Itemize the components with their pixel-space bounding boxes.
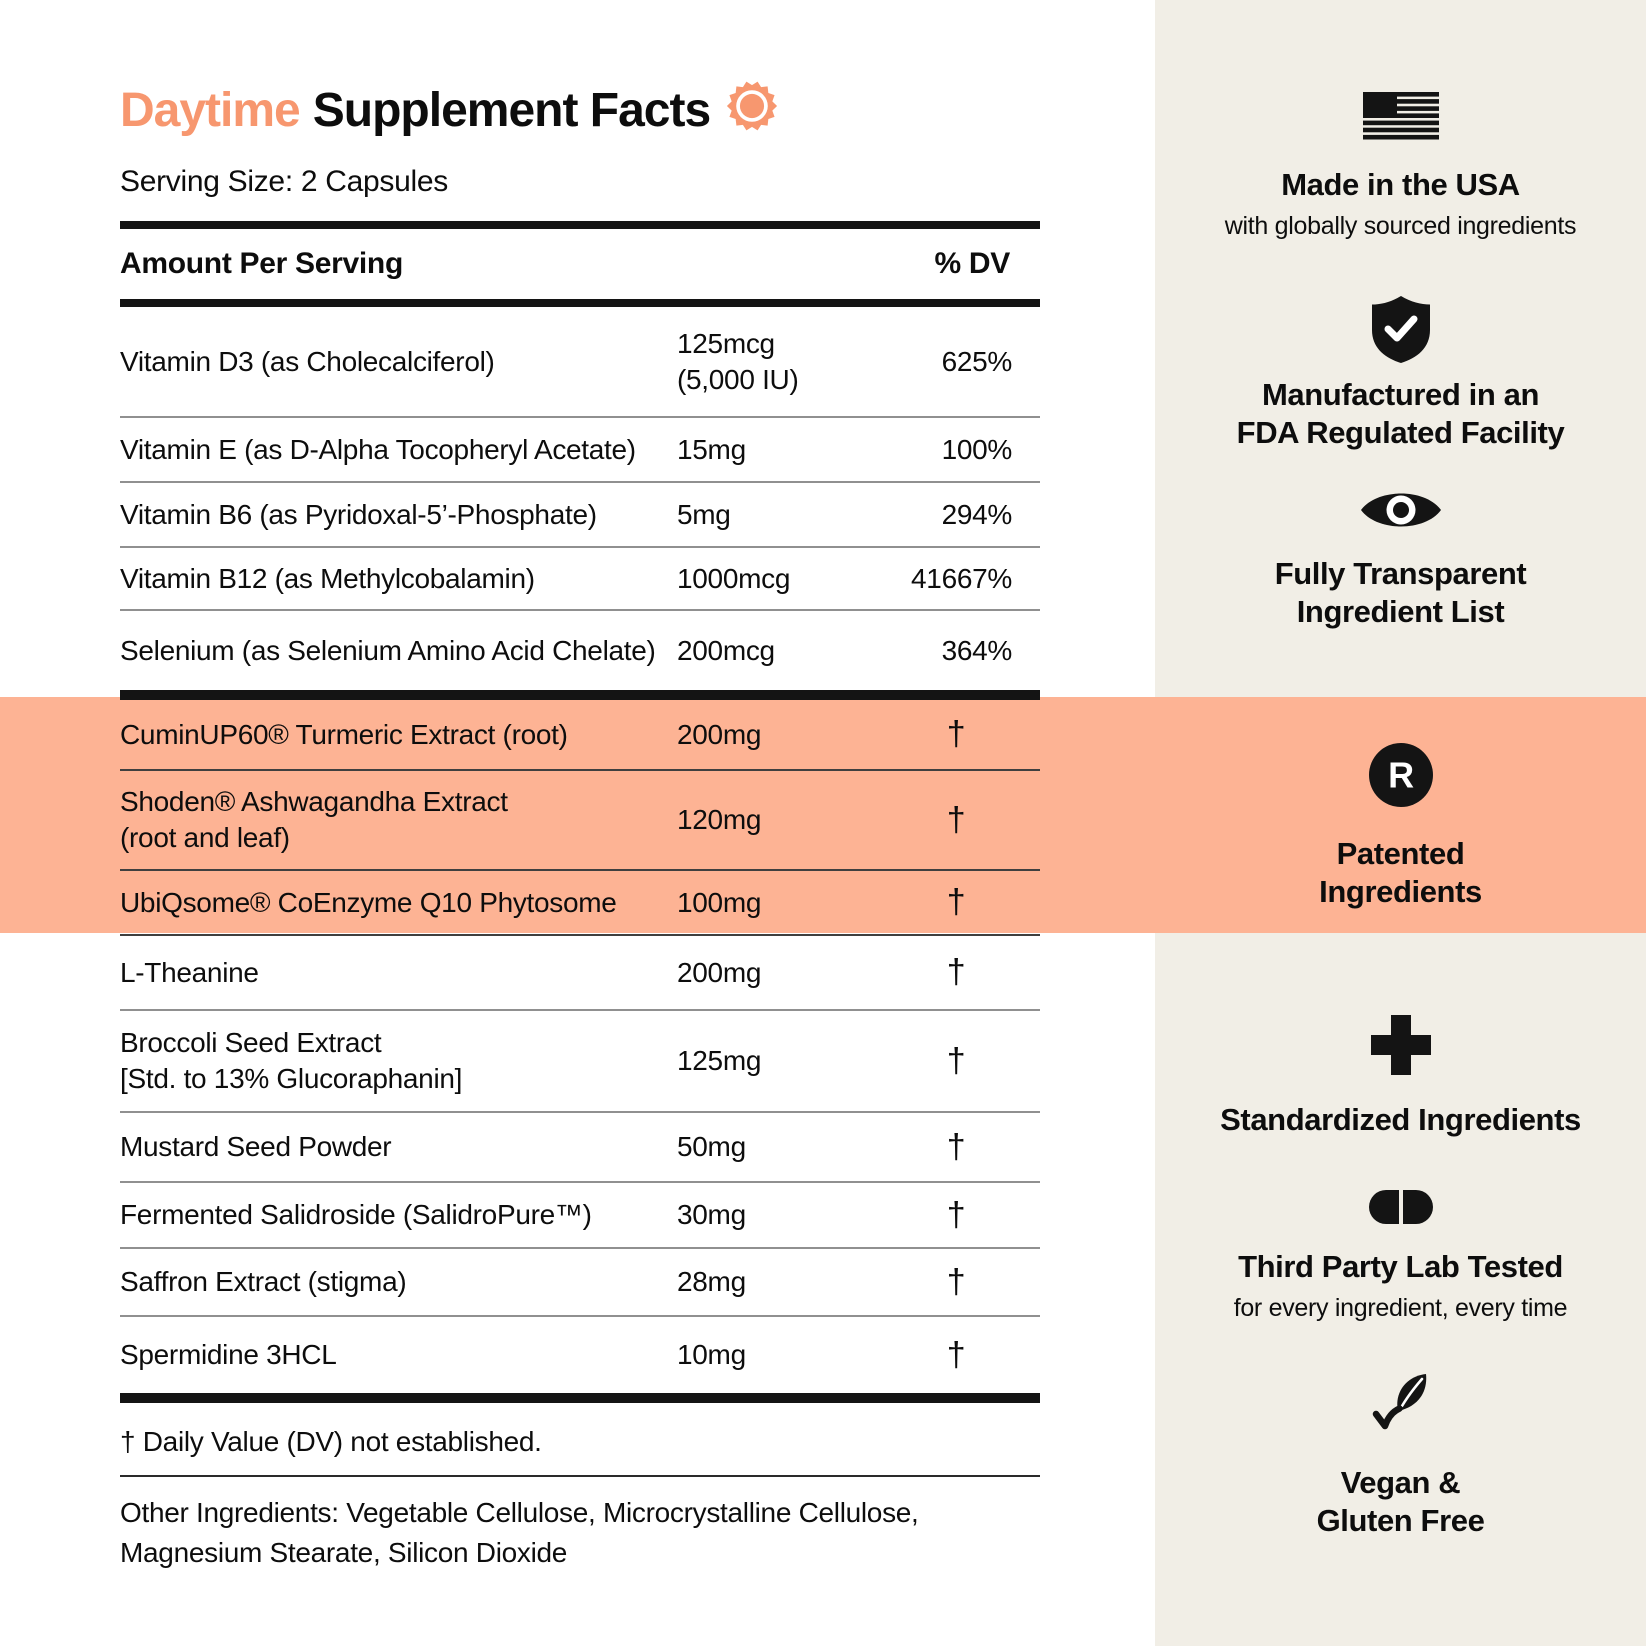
ingredient-name: Broccoli Seed Extract [Std. to 13% Gluco… bbox=[120, 1027, 463, 1094]
ingredient-amount: 200mg bbox=[677, 718, 762, 750]
ingredient-amount: 120mg bbox=[677, 804, 762, 835]
ingredient-dv: 625% bbox=[941, 345, 1013, 377]
ingredient-amount: 200mcg bbox=[677, 634, 775, 666]
dv-not-established-dagger: † bbox=[946, 1127, 966, 1166]
dv-not-established-dagger: † bbox=[946, 953, 966, 991]
patented-rows-group: CuminUP60® Turmeric Extract (root) 200mg †… bbox=[120, 700, 1040, 936]
ingredient-name: Mustard Seed Powder bbox=[120, 1131, 392, 1162]
made-in-usa-sublabel: with globally sourced ingredients bbox=[1224, 212, 1577, 240]
ingredient-name: Vitamin D3 (as Cholecalciferol) bbox=[120, 345, 495, 377]
ingredient-name: Saffron Extract (stigma) bbox=[120, 1266, 407, 1297]
ingredient-name: CuminUP60® Turmeric Extract (root) bbox=[120, 718, 568, 750]
ingredient-amount: 200mg bbox=[677, 956, 762, 988]
sun-icon bbox=[727, 81, 778, 131]
vitamin-rows-group: Vitamin D3 (as Cholecalciferol) 125mcg (5… bbox=[120, 307, 1040, 690]
shield-check-icon bbox=[1371, 296, 1430, 363]
table-bottom-rule bbox=[120, 1393, 1040, 1403]
transparent-ingredients-label: Fully Transparent Ingredient List bbox=[1274, 556, 1527, 629]
leaf-check-icon bbox=[1372, 1374, 1426, 1430]
supplement-row: L-Theanine 200mg † bbox=[120, 936, 1040, 1011]
dv-not-established-dagger: † bbox=[946, 1041, 966, 1080]
dv-not-established-dagger: † bbox=[946, 715, 966, 753]
ingredient-amount: 5mg bbox=[677, 498, 731, 530]
features-sidebar: Made in the USA with globally sourced in… bbox=[1155, 0, 1646, 1540]
patented-group-top-rule bbox=[120, 690, 1040, 700]
supplement-row: Shoden® Ashwagandha Extract (root and le… bbox=[120, 771, 1040, 871]
other-ingredients: Other Ingredients: Vegetable Cellulose, … bbox=[120, 1497, 919, 1568]
plus-icon bbox=[1370, 1015, 1431, 1075]
ingredient-name: Spermidine 3HCL bbox=[120, 1339, 337, 1370]
fda-facility-label: Manufactured in an FDA Regulated Facilit… bbox=[1236, 377, 1565, 450]
ingredient-dv: 364% bbox=[941, 634, 1013, 666]
ingredient-name: Shoden® Ashwagandha Extract (root and le… bbox=[120, 786, 508, 853]
ingredient-name: UbiQsome® CoEnzyme Q10 Phytosome bbox=[120, 886, 617, 918]
ingredient-amount: 10mg bbox=[677, 1339, 746, 1370]
ingredient-name: Fermented Salidroside (SalidroPure™) bbox=[120, 1199, 592, 1230]
ingredient-amount: 28mg bbox=[677, 1266, 746, 1297]
supplement-row: Vitamin D3 (as Cholecalciferol) 125mcg (5… bbox=[120, 307, 1040, 418]
supplement-row: Vitamin B12 (as Methylcobalamin) 1000mcg 4… bbox=[120, 548, 1040, 611]
ingredient-name: L-Theanine bbox=[120, 956, 259, 988]
lab-tested-label: Third Party Lab Tested bbox=[1238, 1249, 1563, 1284]
made-in-usa-label: Made in the USA bbox=[1281, 167, 1520, 202]
patented-ingredients-label: Patented Ingredients bbox=[1319, 836, 1482, 909]
standardized-ingredients-label: Standardized Ingredients bbox=[1220, 1102, 1581, 1137]
table-header-row: Amount Per Serving % DV bbox=[120, 229, 1040, 299]
patented-highlight-band bbox=[0, 697, 1646, 933]
footnote-divider bbox=[120, 1475, 1040, 1477]
dv-footnote: † Daily Value (DV) not established. bbox=[120, 1426, 542, 1457]
supplement-row: Selenium (as Selenium Amino Acid Chelate… bbox=[120, 611, 1040, 690]
serving-size: Serving Size: 2 Capsules bbox=[120, 165, 448, 198]
table-top-rule bbox=[120, 221, 1040, 229]
ingredient-amount: 1000mcg bbox=[677, 562, 791, 594]
ingredient-dv: 41667% bbox=[911, 562, 1012, 594]
usa-flag-icon bbox=[1362, 92, 1439, 140]
vegan-gluten-free-label: Vegan & Gluten Free bbox=[1316, 1465, 1485, 1538]
ingredient-amount: 50mg bbox=[677, 1131, 746, 1162]
ingredient-name: Vitamin E (as D-Alpha Tocopheryl Acetate… bbox=[120, 433, 636, 465]
page-title-rest: Supplement Facts bbox=[312, 84, 711, 137]
ingredient-name: Vitamin B6 (as Pyridoxal-5’-Phosphate) bbox=[120, 498, 597, 530]
supplement-facts-panel: Daytime Supplement Facts Serving Size: 2 … bbox=[120, 0, 1040, 1573]
page-title: Daytime Supplement Facts bbox=[120, 80, 1040, 139]
amount-per-serving-header: Amount Per Serving bbox=[120, 247, 403, 280]
supplement-row: Saffron Extract (stigma) 28mg † bbox=[120, 1249, 1040, 1317]
supplement-row: CuminUP60® Turmeric Extract (root) 200mg † bbox=[120, 700, 1040, 771]
ingredient-amount: 100mg bbox=[677, 886, 762, 918]
dv-not-established-dagger: † bbox=[946, 1262, 966, 1301]
supplement-row: Fermented Salidroside (SalidroPure™) 30mg… bbox=[120, 1183, 1040, 1249]
dv-not-established-dagger: † bbox=[946, 883, 966, 921]
supplement-row: UbiQsome® CoEnzyme Q10 Phytosome 100mg † bbox=[120, 871, 1040, 936]
dv-not-established-dagger: † bbox=[946, 800, 966, 839]
supplement-row: Broccoli Seed Extract [Std. to 13% Gluco… bbox=[120, 1011, 1040, 1113]
supplement-row: Vitamin B6 (as Pyridoxal-5’-Phosphate) 5m… bbox=[120, 483, 1040, 548]
ingredient-amount: 30mg bbox=[677, 1199, 746, 1230]
registered-letter: R bbox=[1388, 755, 1414, 796]
ingredient-dv: 100% bbox=[941, 433, 1013, 465]
page-title-accent: Daytime bbox=[120, 84, 301, 137]
botanical-rows-group: L-Theanine 200mg † Broccoli Seed Extract [S… bbox=[120, 936, 1040, 1393]
ingredient-name: Vitamin B12 (as Methylcobalamin) bbox=[120, 562, 535, 594]
ingredient-amount: 125mcg (5,000 IU) bbox=[677, 327, 799, 395]
lab-tested-sublabel: for every ingredient, every time bbox=[1233, 1294, 1568, 1322]
supplement-row: Spermidine 3HCL 10mg † bbox=[120, 1317, 1040, 1393]
ingredient-name: Selenium (as Selenium Amino Acid Chelate… bbox=[120, 634, 656, 666]
ingredient-dv: 294% bbox=[941, 498, 1013, 530]
dv-not-established-dagger: † bbox=[946, 1195, 966, 1234]
ingredient-amount: 15mg bbox=[677, 433, 746, 465]
eye-icon bbox=[1360, 493, 1441, 527]
supplement-row: Vitamin E (as D-Alpha Tocopheryl Acetate… bbox=[120, 418, 1040, 483]
registered-mark-icon: R bbox=[1368, 743, 1433, 807]
table-header-rule bbox=[120, 299, 1040, 307]
dv-header: % DV bbox=[934, 247, 1011, 280]
capsule-icon bbox=[1368, 1190, 1433, 1224]
dv-not-established-dagger: † bbox=[946, 1335, 966, 1374]
supplement-row: Mustard Seed Powder 50mg † bbox=[120, 1113, 1040, 1183]
ingredient-amount: 125mg bbox=[677, 1045, 762, 1076]
